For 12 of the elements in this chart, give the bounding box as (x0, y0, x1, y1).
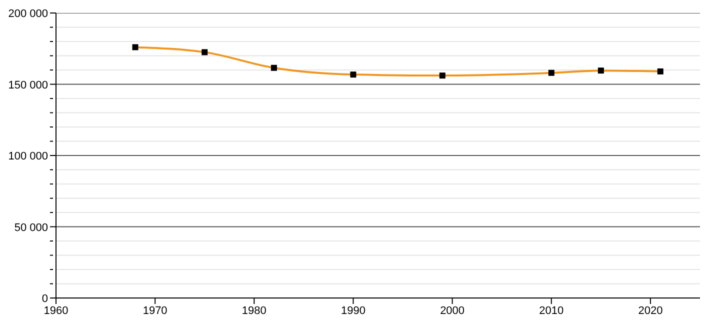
y-tick-label: 50 000 (14, 222, 48, 234)
x-tick-label: 1990 (340, 304, 366, 317)
x-tick-label: 1980 (242, 304, 266, 317)
y-tick-label: 150 000 (8, 79, 48, 92)
x-tick-label: 1960 (44, 304, 68, 317)
x-tick-label: 2020 (638, 304, 663, 317)
y-tick-label: 100 000 (8, 150, 48, 162)
y-tick-label: 200 000 (8, 8, 48, 20)
x-tick-label: 2010 (539, 304, 564, 317)
y-tick-label: 0 (42, 293, 48, 305)
x-tick-label: 1970 (142, 304, 168, 317)
x-tick-label: 2000 (440, 304, 465, 317)
